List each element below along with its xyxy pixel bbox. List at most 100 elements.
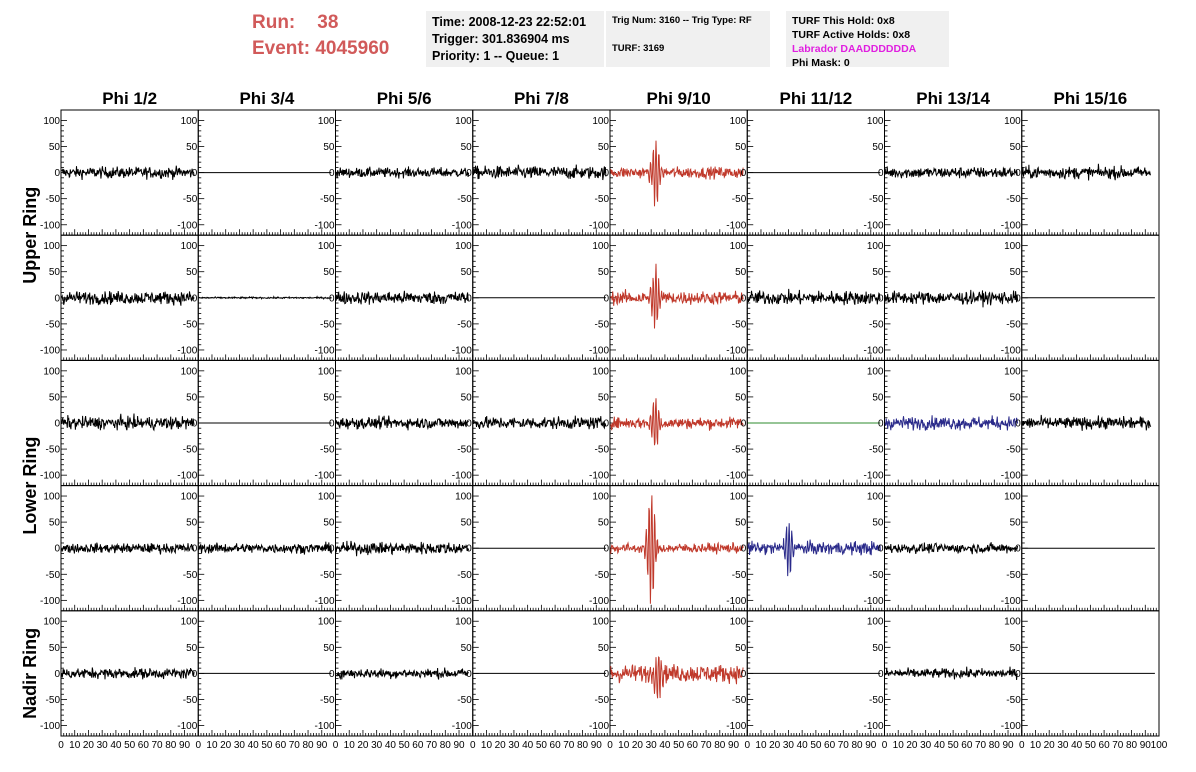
x-tick-label: 90 <box>865 740 877 751</box>
y-tick-label: 100 <box>592 492 609 503</box>
column-title: Phi 13/14 <box>916 89 990 108</box>
y-tick-label: -50 <box>595 445 610 456</box>
x-tick-label: 70 <box>289 740 301 751</box>
column-title: Phi 7/8 <box>514 89 569 108</box>
y-tick-label: 50 <box>735 518 747 529</box>
y-tick-label: -50 <box>595 570 610 581</box>
y-tick-label: -100 <box>452 471 472 482</box>
y-tick-label: 100 <box>730 116 747 127</box>
y-tick-label: 0 <box>1015 419 1021 430</box>
x-tick-label: 60 <box>275 740 287 751</box>
x-tick-label: 40 <box>797 740 809 751</box>
y-tick-label: 100 <box>318 617 335 628</box>
x-tick-label: 60 <box>824 740 836 751</box>
y-tick-label: -100 <box>863 721 883 732</box>
y-tick-label: 50 <box>1010 392 1022 403</box>
x-tick-label: 50 <box>536 740 548 751</box>
x-tick-label: 40 <box>659 740 671 751</box>
y-tick-label: -50 <box>595 194 610 205</box>
y-tick-label: -100 <box>452 596 472 607</box>
x-tick-label: 60 <box>138 740 150 751</box>
y-tick-label: -50 <box>320 695 335 706</box>
y-tick-label: -100 <box>40 345 60 356</box>
y-tick-label: -50 <box>457 319 472 330</box>
x-tick-label: 90 <box>316 740 328 751</box>
time-text: Time: 2008-12-23 22:52:01 <box>432 15 587 29</box>
y-tick-label: -100 <box>726 220 746 231</box>
y-tick-label: 0 <box>466 544 472 555</box>
x-tick-label: 60 <box>412 740 424 751</box>
y-tick-label: 50 <box>49 267 61 278</box>
y-tick-label: 100 <box>867 492 884 503</box>
x-tick-label: 50 <box>124 740 136 751</box>
x-tick-label: 50 <box>673 740 685 751</box>
x-tick-label: 0 <box>333 740 339 751</box>
x-tick-label: 10 <box>755 740 767 751</box>
y-tick-label: -50 <box>1006 194 1021 205</box>
y-tick-label: -50 <box>1006 445 1021 456</box>
y-tick-label: 100 <box>867 116 884 127</box>
y-tick-label: 50 <box>735 267 747 278</box>
y-tick-label: 0 <box>329 419 335 430</box>
x-tick-label: 80 <box>440 740 452 751</box>
x-tick-label: 80 <box>714 740 726 751</box>
y-tick-label: 0 <box>603 168 609 179</box>
y-tick-label: -50 <box>732 194 747 205</box>
x-tick-label: 70 <box>838 740 850 751</box>
y-tick-label: -50 <box>869 695 884 706</box>
y-tick-label: -50 <box>869 445 884 456</box>
y-tick-label: -100 <box>177 721 197 732</box>
y-tick-label: 100 <box>43 116 60 127</box>
y-tick-label: -50 <box>183 319 198 330</box>
y-tick-label: 0 <box>329 669 335 680</box>
waveform-trace <box>198 541 332 555</box>
waveform-trace <box>884 542 1019 555</box>
x-tick-label: 10 <box>69 740 81 751</box>
y-tick-label: 100 <box>318 116 335 127</box>
y-tick-label: -100 <box>314 596 334 607</box>
y-tick-label: 50 <box>461 267 473 278</box>
x-tick-label: 0 <box>195 740 201 751</box>
y-tick-label: 100 <box>43 366 60 377</box>
y-tick-label: 100 <box>318 241 335 252</box>
waveform-trace <box>61 667 195 680</box>
y-tick-label: 100 <box>318 366 335 377</box>
y-tick-label: -100 <box>726 345 746 356</box>
y-tick-label: 100 <box>181 366 198 377</box>
y-tick-label: 0 <box>192 669 198 680</box>
x-tick-label: 80 <box>577 740 589 751</box>
y-tick-label: 0 <box>192 168 198 179</box>
run-event-box: Run: 38 Event: 4045960 <box>252 10 422 66</box>
x-tick-label: 60 <box>961 740 973 751</box>
y-tick-label: 100 <box>455 366 472 377</box>
waveform-trace <box>472 164 607 181</box>
y-tick-label: -100 <box>177 471 197 482</box>
x-tick-label: 100 <box>1151 740 1168 751</box>
x-tick-label: 30 <box>371 740 383 751</box>
y-tick-label: 0 <box>192 544 198 555</box>
y-tick-label: -100 <box>589 471 609 482</box>
x-tick-label: 80 <box>165 740 177 751</box>
column-title: Phi 11/12 <box>779 89 852 108</box>
waveform-trace <box>335 415 469 431</box>
y-tick-label: 50 <box>323 643 335 654</box>
y-tick-label: 50 <box>461 643 473 654</box>
y-tick-label: -100 <box>40 721 60 732</box>
x-tick-label: 30 <box>646 740 658 751</box>
y-tick-label: -100 <box>726 721 746 732</box>
y-tick-label: -50 <box>732 695 747 706</box>
y-tick-label: 50 <box>461 142 473 153</box>
x-tick-label: 60 <box>550 740 562 751</box>
y-tick-label: 0 <box>329 544 335 555</box>
waveform-trace <box>61 165 195 181</box>
waveform-trace <box>610 495 744 604</box>
y-tick-label: 0 <box>54 669 60 680</box>
y-tick-label: 100 <box>1004 116 1021 127</box>
turf-text: TURF: 3169 <box>612 43 665 54</box>
x-tick-label: 40 <box>1071 740 1083 751</box>
y-tick-label: -50 <box>183 194 198 205</box>
y-tick-label: 50 <box>1010 267 1022 278</box>
y-tick-label: 0 <box>466 419 472 430</box>
column-title: Phi 5/6 <box>377 89 432 108</box>
